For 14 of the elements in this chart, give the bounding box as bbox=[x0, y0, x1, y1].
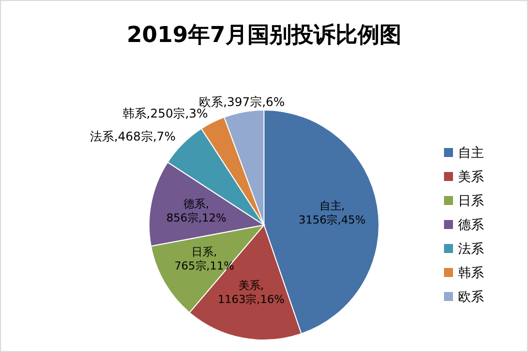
legend-label: 自主 bbox=[458, 145, 484, 161]
data-label: 美系, 1163宗,16% bbox=[218, 278, 285, 306]
data-label: 法系,468宗,7% bbox=[90, 130, 176, 144]
legend-label: 德系 bbox=[458, 218, 484, 233]
legend-label: 美系 bbox=[458, 169, 484, 185]
legend-label: 法系 bbox=[458, 242, 484, 257]
data-label: 德系, 856宗,12% bbox=[166, 198, 226, 225]
data-label: 自主, 3156宗,45% bbox=[298, 200, 366, 227]
chart-title: 2019年7月国别投诉比例图 bbox=[126, 23, 402, 48]
legend-label: 日系 bbox=[458, 194, 484, 209]
legend-label: 韩系 bbox=[458, 266, 484, 281]
data-label: 欧系,397宗,6% bbox=[199, 94, 285, 109]
data-label: 韩系,250宗,3% bbox=[122, 106, 208, 120]
legend-label: 欧系 bbox=[458, 290, 484, 305]
